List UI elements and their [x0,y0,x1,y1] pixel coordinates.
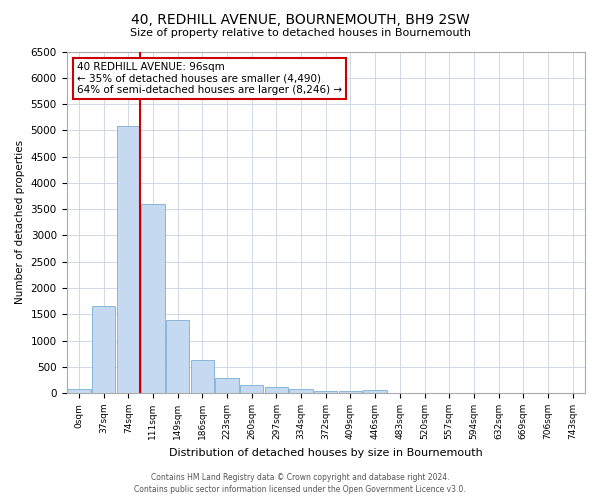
Bar [191,360,214,393]
Bar [116,126,140,393]
Bar [141,204,164,393]
Bar [67,389,91,393]
Y-axis label: Number of detached properties: Number of detached properties [15,140,25,304]
Text: 40 REDHILL AVENUE: 96sqm
← 35% of detached houses are smaller (4,490)
64% of sem: 40 REDHILL AVENUE: 96sqm ← 35% of detach… [77,62,342,95]
Text: Size of property relative to detached houses in Bournemouth: Size of property relative to detached ho… [130,28,470,38]
Bar [215,378,239,393]
Bar [339,392,362,393]
Bar [166,320,190,393]
Text: Contains HM Land Registry data © Crown copyright and database right 2024.
Contai: Contains HM Land Registry data © Crown c… [134,472,466,494]
X-axis label: Distribution of detached houses by size in Bournemouth: Distribution of detached houses by size … [169,448,482,458]
Bar [265,388,288,393]
Bar [314,390,337,393]
Bar [289,389,313,393]
Bar [364,390,387,393]
Bar [240,385,263,393]
Text: 40, REDHILL AVENUE, BOURNEMOUTH, BH9 2SW: 40, REDHILL AVENUE, BOURNEMOUTH, BH9 2SW [131,12,469,26]
Bar [92,306,115,393]
